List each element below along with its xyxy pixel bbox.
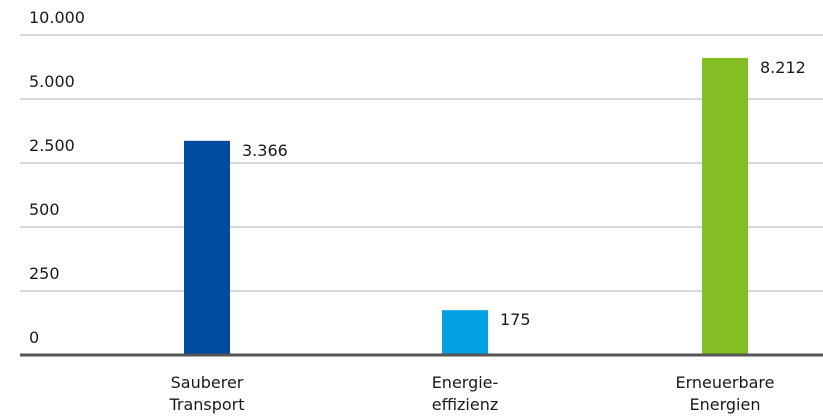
bar: [442, 310, 488, 355]
x-axis-category-labels: Sauberer Transport Energie-effizienz Erneue…: [168, 373, 774, 414]
y-tick-label: 10.000: [29, 8, 85, 27]
x-category-label: Sauberer Transport: [168, 373, 244, 414]
y-tick-label: 5.000: [29, 72, 75, 91]
bar: [702, 58, 748, 355]
bar-value-label: 175: [500, 310, 531, 329]
bar-value-label: 8.212: [760, 58, 806, 77]
x-category-label: Energie-effizienz: [432, 373, 499, 414]
y-tick-label: 0: [29, 328, 39, 347]
bars: [184, 58, 748, 355]
y-tick-label: 250: [29, 264, 60, 283]
bar-value-label: 3.366: [242, 141, 288, 160]
x-category-label: Erneuerbare Energien: [676, 373, 775, 414]
y-tick-label: 2.500: [29, 136, 75, 155]
bar: [184, 141, 230, 355]
y-tick-label: 500: [29, 200, 60, 219]
y-axis-tick-labels: 0 250 500 2.500 5.000 10.000: [29, 8, 85, 347]
